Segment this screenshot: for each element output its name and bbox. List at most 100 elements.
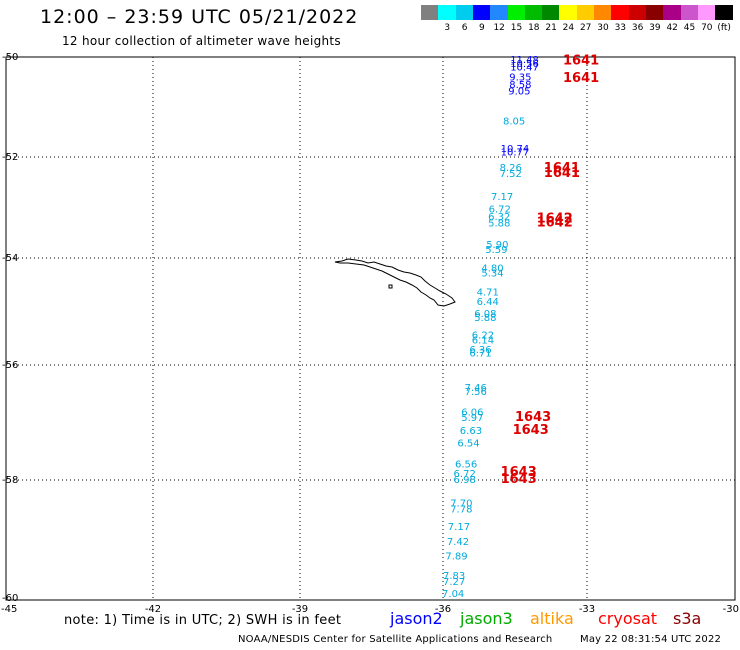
wave-height-value: 8.05 [503, 117, 525, 128]
track-id-label: 1641 [544, 166, 580, 181]
wave-height-value: 7.70 [450, 499, 472, 510]
wave-height-value: 6.06 [461, 408, 483, 419]
legend-label: 39 [649, 23, 661, 33]
legend-swatch [697, 5, 716, 20]
wave-height-value: 6.72 [489, 205, 511, 216]
footer-note: note: 1) Time is in UTC; 2) SWH is in fe… [64, 613, 342, 628]
legend-label: 33 [614, 23, 627, 33]
satellite-altika: altika [530, 609, 574, 628]
legend-label: 21 [545, 23, 557, 33]
timestamp-text: May 22 08:31:54 UTC 2022 [580, 634, 722, 645]
latitude-label: -60 [2, 593, 18, 604]
wave-height-value: 6.71 [469, 348, 491, 359]
latitude-label: -56 [2, 360, 18, 371]
legend-label: 12 [493, 23, 505, 33]
legend-swatch [594, 5, 612, 20]
legend-swatch [645, 5, 664, 20]
wave-height-value: 6.56 [455, 459, 477, 470]
wave-height-value: 6.32 [488, 212, 510, 223]
islet [388, 284, 393, 289]
latitude-label: -54 [2, 253, 18, 264]
legend-swatch [507, 5, 526, 20]
longitude-label: -42 [145, 604, 161, 615]
wave-height-value: 5.59 [485, 245, 507, 256]
track-id-label: 1641 [563, 71, 599, 86]
track-id-label: 1643 [513, 423, 549, 438]
wave-height-value: 5.97 [461, 413, 483, 424]
legend-swatch [559, 5, 578, 20]
legend-label: 6 [461, 23, 468, 33]
wave-height-value: 6.36 [469, 345, 491, 356]
wave-height-value: 6.08 [474, 309, 496, 320]
wave-height-value: 7.89 [445, 552, 467, 563]
track-id-label: 1642 [537, 212, 573, 227]
track-id-label: 1643 [501, 472, 537, 487]
legend-label: 30 [597, 23, 609, 33]
legend-label: 3 [444, 23, 451, 33]
legend-label: 27 [579, 23, 592, 33]
page-title: 12:00 – 23:59 UTC 05/21/2022 [40, 6, 359, 28]
satellite-s3a: s3a [673, 609, 702, 628]
legend-label: 42 [666, 23, 678, 33]
legend-swatch [576, 5, 595, 20]
legend-swatch [611, 5, 630, 20]
wave-height-value: 5.88 [474, 313, 496, 324]
legend-swatch [472, 5, 491, 20]
wave-height-value: 10.56 [510, 59, 539, 70]
legend-swatch [715, 5, 734, 20]
legend-swatch [680, 5, 699, 20]
wave-height-value: 5.90 [486, 240, 508, 251]
wave-height-value: 4.80 [481, 263, 503, 274]
legend-label: 24 [562, 23, 575, 33]
wave-height-value: 10.77 [501, 148, 530, 159]
longitude-label: -33 [579, 604, 595, 615]
wave-height-value: 8.58 [509, 80, 531, 91]
legend-swatch [490, 5, 509, 20]
wave-height-value: 7.17 [491, 192, 513, 203]
wave-height-value: 6.44 [477, 297, 499, 308]
wave-height-value: 6.63 [460, 426, 482, 437]
wave-height-value: 6.72 [454, 469, 476, 480]
wave-height-value: 5.88 [488, 219, 510, 230]
track-id-label: 1642 [537, 216, 573, 231]
wave-height-value: 7.83 [443, 571, 465, 582]
track-id-label: 1641 [563, 54, 599, 69]
latitude-label: -52 [2, 152, 18, 163]
satellite-cryosat: cryosat [598, 609, 658, 628]
legend-label: 15 [510, 23, 523, 33]
latitude-label: -58 [2, 475, 18, 486]
legend-swatch [628, 5, 647, 20]
legend-label: 9 [479, 23, 485, 33]
credit-text: NOAA/NESDIS Center for Satellite Applica… [238, 634, 553, 645]
legend-label: (ft) [717, 23, 731, 33]
track-id-label: 1643 [515, 410, 551, 425]
wave-height-value: 6.98 [454, 475, 476, 486]
wave-height-value: 10.74 [501, 144, 530, 155]
legend-label: 45 [683, 23, 696, 33]
wave-height-value: 11.48 [510, 55, 539, 66]
wave-height-value: 9.35 [509, 73, 531, 84]
satellite-jason2: jason2 [390, 609, 443, 628]
wave-height-value: 8.26 [500, 163, 522, 174]
legend-swatch [421, 5, 439, 20]
page-subtitle: 12 hour collection of altimeter wave hei… [62, 34, 341, 48]
longitude-label: -36 [435, 604, 451, 615]
wave-height-value: 10.47 [510, 63, 539, 74]
wave-height-value: 4.71 [477, 287, 499, 298]
track-id-label: 1643 [501, 465, 537, 480]
wave-height-value: 7.46 [465, 383, 487, 394]
wave-height-value: 9.05 [508, 87, 530, 98]
legend-swatch [524, 5, 543, 20]
wave-height-value: 7.78 [450, 504, 472, 515]
wave-height-value: 6.14 [472, 336, 494, 347]
south-georgia-island [334, 258, 456, 307]
legend-swatch [663, 5, 682, 20]
legend-swatch [438, 5, 457, 20]
wave-height-value: 6.22 [472, 330, 494, 341]
wave-height-value: 5.34 [481, 269, 503, 280]
longitude-label: -30 [723, 604, 739, 615]
wave-height-value: 7.04 [442, 589, 464, 600]
satellite-jason3: jason3 [460, 609, 513, 628]
legend-label: 36 [631, 23, 644, 33]
